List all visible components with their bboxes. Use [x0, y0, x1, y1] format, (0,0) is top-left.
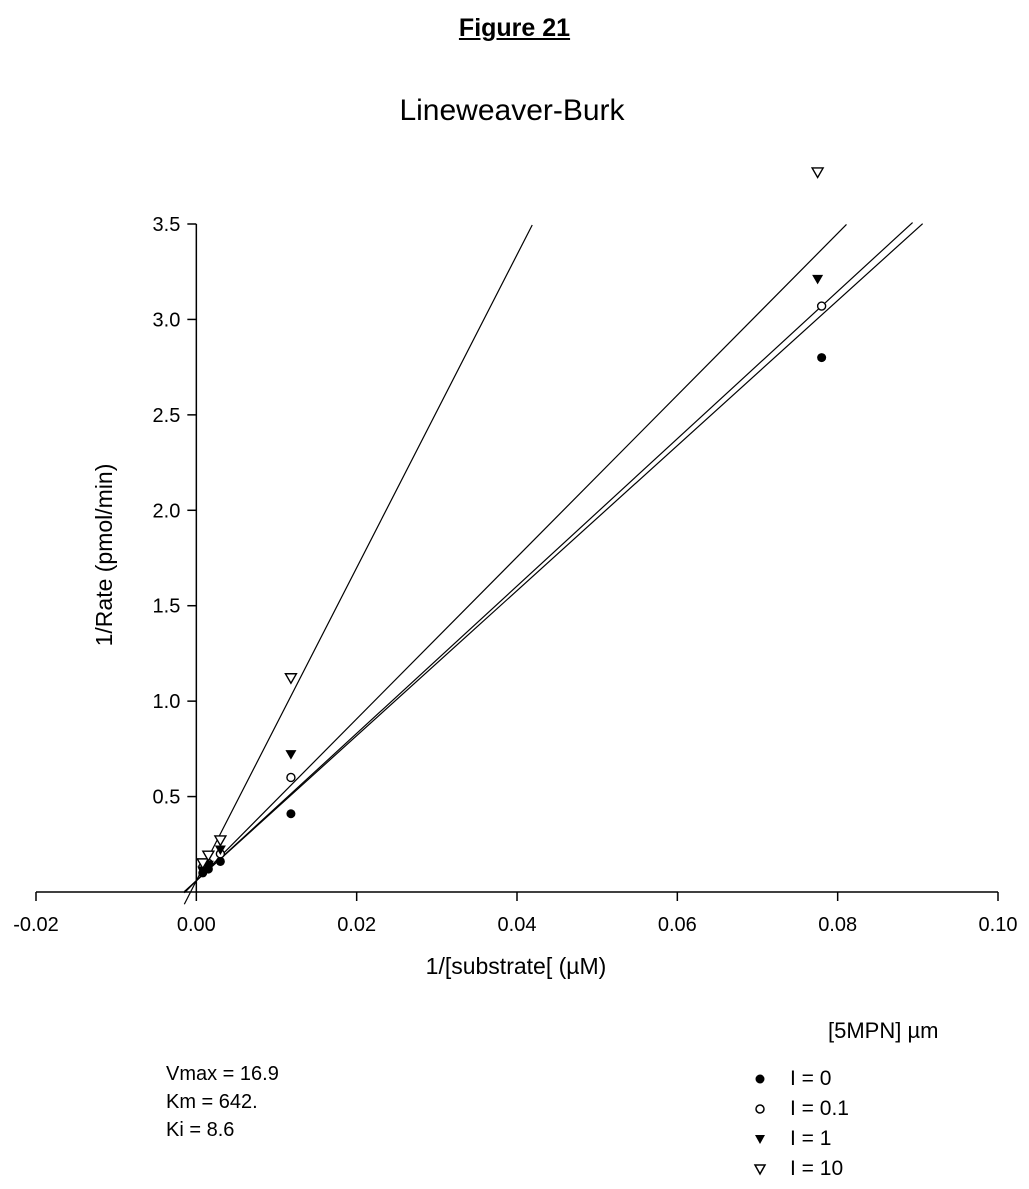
- legend-label: I = 10: [790, 1157, 844, 1180]
- data-point: [196, 858, 210, 870]
- x-tick-label: 0.10: [979, 914, 1018, 936]
- open-circle-icon: [752, 1101, 768, 1117]
- chart-title: Lineweaver-Burk: [399, 94, 625, 127]
- y-axis-label: 1/Rate (pmol/min): [91, 464, 117, 647]
- stat-vmax: Vmax = 16.9: [166, 1063, 279, 1085]
- legend-label: I = 0.1: [790, 1097, 849, 1120]
- legend-label: I = 0: [790, 1067, 832, 1090]
- x-tick-label: 0.04: [498, 914, 537, 936]
- data-point: [214, 845, 226, 856]
- fit-line: [183, 222, 913, 893]
- x-tick-label: 0.06: [658, 914, 697, 936]
- fit-line: [183, 224, 847, 894]
- data-point: [201, 850, 216, 863]
- data-point: [816, 301, 827, 311]
- data-point: [213, 835, 228, 847]
- filled-circle-icon: [752, 1071, 768, 1087]
- y-tick-label: 3.0: [153, 309, 181, 331]
- data-point: [812, 274, 824, 285]
- open-triangle-down-icon: [752, 1161, 768, 1177]
- y-tick-label: 0.5: [153, 787, 181, 809]
- data-point: [215, 856, 225, 866]
- legend-item: I = 0.1: [752, 1094, 849, 1124]
- data-point: [286, 772, 296, 783]
- y-tick-label: 2.0: [153, 500, 181, 522]
- data-point: [810, 167, 825, 179]
- filled-triangle-down-icon: [752, 1131, 768, 1147]
- figure-label: Figure 21: [458, 14, 571, 42]
- y-tick-label: 2.5: [153, 405, 181, 427]
- legend-title: [5MPN] µm: [828, 1018, 939, 1043]
- stats-box: Vmax = 16.9 Km = 642. Ki = 8.6: [166, 1060, 279, 1144]
- y-tick-label: 3.5: [153, 214, 181, 236]
- legend-label: I = 1: [790, 1127, 832, 1150]
- fit-line: [183, 223, 924, 893]
- x-tick-label: 0.08: [818, 914, 857, 936]
- data-point: [817, 353, 827, 363]
- legend-item: I = 0: [752, 1064, 849, 1094]
- stat-ki: Ki = 8.6: [166, 1119, 235, 1141]
- legend: I = 0 I = 0.1 I = 1 I = 10: [752, 1064, 849, 1184]
- legend-item: I = 1: [752, 1124, 849, 1154]
- x-tick-label: 0.02: [337, 914, 376, 936]
- stat-km: Km = 642.: [166, 1091, 258, 1113]
- data-point: [284, 673, 298, 685]
- x-tick-label: 0.00: [177, 914, 216, 936]
- x-axis-label: 1/[substrate[ (µM): [426, 953, 607, 979]
- y-tick-label: 1.0: [153, 691, 181, 713]
- plot-area: -0.02 0.00 0.02 0.04 0.06 0.08 0.10 0.5 1.0 1.5 2.…: [13, 167, 1018, 936]
- fit-line: [183, 224, 533, 905]
- legend-item: I = 10: [752, 1154, 849, 1184]
- x-tick-label: -0.02: [13, 914, 59, 936]
- data-point: [286, 809, 296, 819]
- data-point: [197, 866, 209, 877]
- y-tick-label: 1.5: [153, 596, 181, 618]
- data-point: [285, 750, 297, 760]
